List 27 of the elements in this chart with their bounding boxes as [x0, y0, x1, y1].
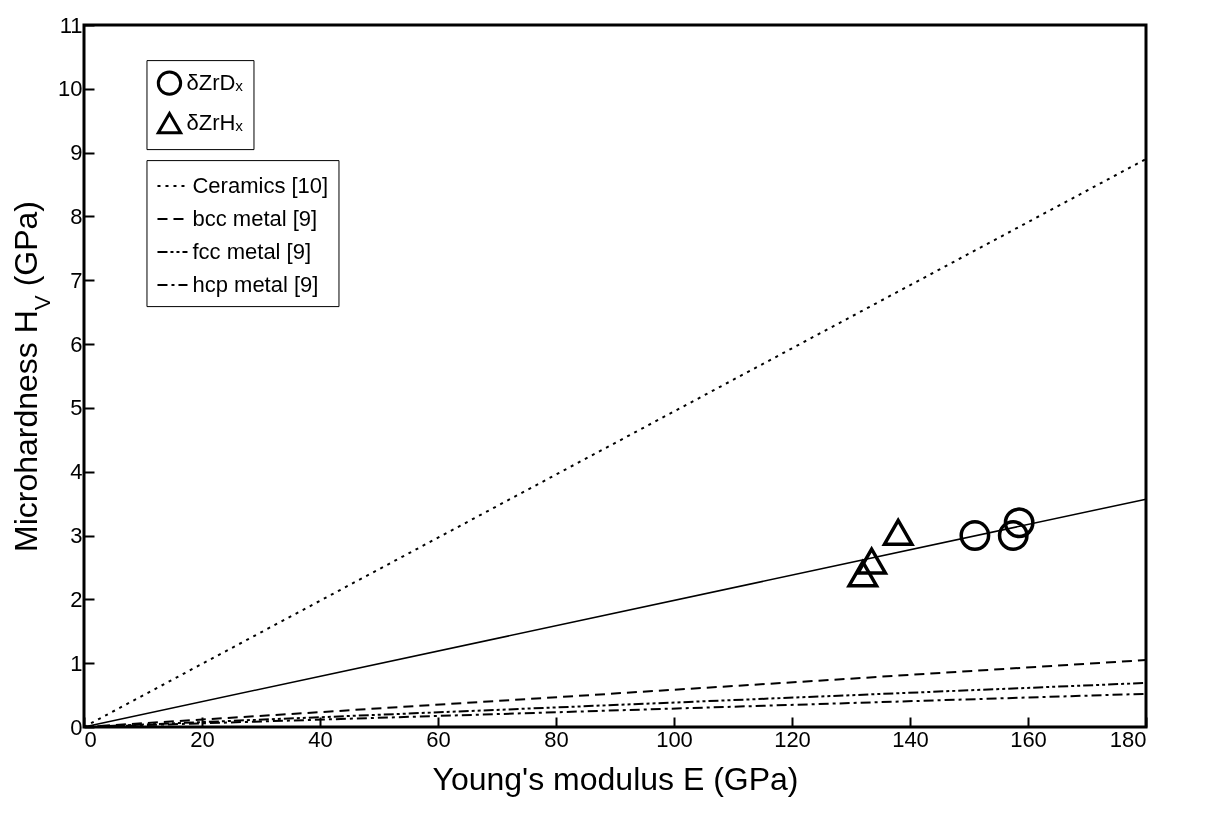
legend-label: fcc metal [9]	[192, 239, 312, 265]
x-tick-label: 20	[190, 726, 215, 752]
y-tick-label: 4	[70, 459, 83, 485]
y-tick-label: 7	[70, 267, 83, 293]
y-tick-label: 2	[70, 586, 83, 612]
y-tick-label: 11	[59, 12, 83, 38]
x-tick-label: 100	[656, 726, 693, 752]
legend-label: δZrHₓ	[186, 110, 244, 136]
y-tick-label: 10	[58, 76, 83, 102]
x-tick-label: 80	[544, 726, 569, 752]
x-tick-label: 140	[892, 726, 929, 752]
y-tick-label: 8	[70, 203, 83, 229]
x-tick-label: 160	[1010, 726, 1047, 752]
x-axis-title: Young's modulus E (GPa)	[432, 760, 799, 797]
x-tick-label: 40	[308, 726, 333, 752]
y-tick-label: 1	[70, 650, 83, 676]
y-tick-label: 9	[70, 140, 83, 166]
x-tick-label: 60	[426, 726, 451, 752]
y-tick-label: 6	[70, 331, 83, 357]
legend-label: Ceramics [10]	[192, 173, 329, 199]
legend-label: δZrDₓ	[186, 70, 244, 96]
legend-label: hcp metal [9]	[192, 272, 319, 298]
y-tick-label: 5	[70, 395, 83, 421]
y-tick-label: 3	[70, 523, 83, 549]
legend-label: bcc metal [9]	[192, 206, 318, 232]
x-tick-label: 180	[1109, 726, 1147, 752]
x-tick-label: 120	[774, 726, 811, 752]
